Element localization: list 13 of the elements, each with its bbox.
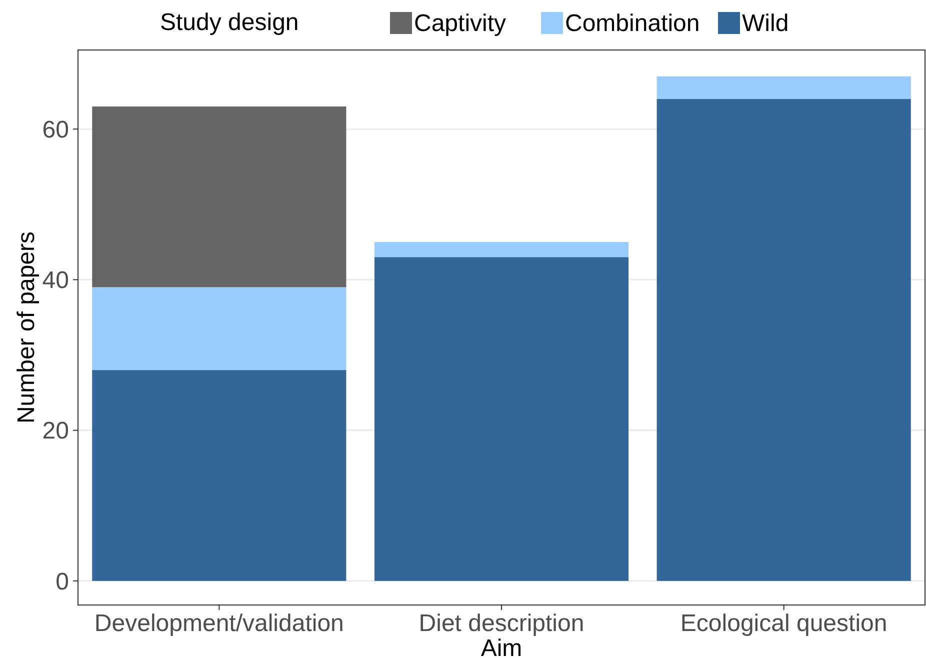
x-tick-label: Diet description [418, 610, 584, 637]
y-axis-title: Number of papers [13, 231, 40, 424]
y-tick-label: 0 [56, 568, 69, 596]
legend-label: Combination [565, 10, 700, 37]
y-tick-label: 40 [42, 267, 69, 294]
legend-label: Captivity [414, 10, 506, 37]
x-tick-label: Ecological question [680, 610, 888, 637]
legend-label: Wild [742, 10, 789, 37]
y-tick-label: 60 [42, 116, 69, 144]
y-tick-label: 20 [42, 418, 69, 445]
x-axis-title: Aim [480, 635, 522, 659]
legend-title: Study design [160, 9, 299, 36]
x-tick-label: Development/validation [94, 610, 344, 637]
